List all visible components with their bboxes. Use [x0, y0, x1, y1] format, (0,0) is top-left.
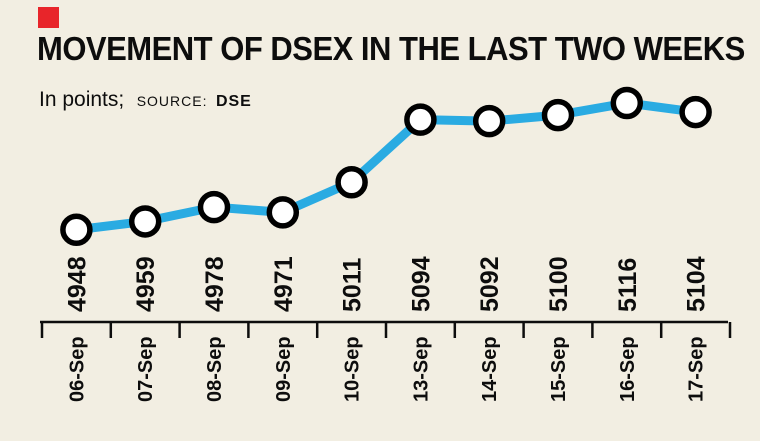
red-square-bullet	[38, 7, 59, 28]
units-label: In points;	[39, 88, 125, 111]
value-label: 5011	[339, 258, 367, 312]
value-label: 5104	[683, 256, 711, 312]
x-axis-tick-label: 15-Sep	[548, 336, 570, 402]
x-axis-tick-label: 08-Sep	[204, 336, 226, 402]
x-axis-tick-label: 10-Sep	[342, 336, 364, 402]
chart-title: MOVEMENT OF DSEX IN THE LAST TWO WEEKS	[37, 30, 745, 68]
chart-subtitle: In points; SOURCE: DSE	[39, 88, 252, 112]
value-label: 5092	[476, 256, 504, 312]
x-axis-tick-label: 07-Sep	[135, 336, 157, 402]
data-point-marker	[472, 104, 506, 138]
series-line	[71, 98, 701, 235]
data-point-marker	[404, 103, 437, 136]
data-point-marker	[60, 213, 93, 246]
x-axis-tick-label: 06-Sep	[66, 336, 88, 402]
x-axis-tick-label: 17-Sep	[686, 336, 708, 402]
source-label: SOURCE:	[136, 93, 208, 109]
x-axis-tick-label: 13-Sep	[410, 336, 432, 402]
value-label: 5094	[407, 256, 435, 312]
data-point-marker	[610, 86, 644, 120]
value-label: 5100	[545, 256, 573, 312]
data-point-marker	[679, 95, 712, 129]
data-point-marker	[541, 98, 575, 132]
value-label: 4948	[63, 256, 91, 312]
x-axis-tick-label: 09-Sep	[273, 336, 295, 402]
value-label: 4959	[132, 256, 160, 312]
value-label: 5116	[614, 258, 642, 312]
x-axis-tick-label: 14-Sep	[479, 336, 501, 402]
value-label: 4978	[201, 256, 229, 312]
data-point-marker	[128, 205, 162, 238]
data-point-marker	[266, 196, 300, 229]
value-label: 4971	[270, 256, 298, 312]
data-point-marker	[197, 190, 231, 224]
x-axis-tick-label: 16-Sep	[617, 336, 639, 402]
data-point-marker	[335, 165, 368, 199]
source-value: DSE	[215, 93, 252, 110]
